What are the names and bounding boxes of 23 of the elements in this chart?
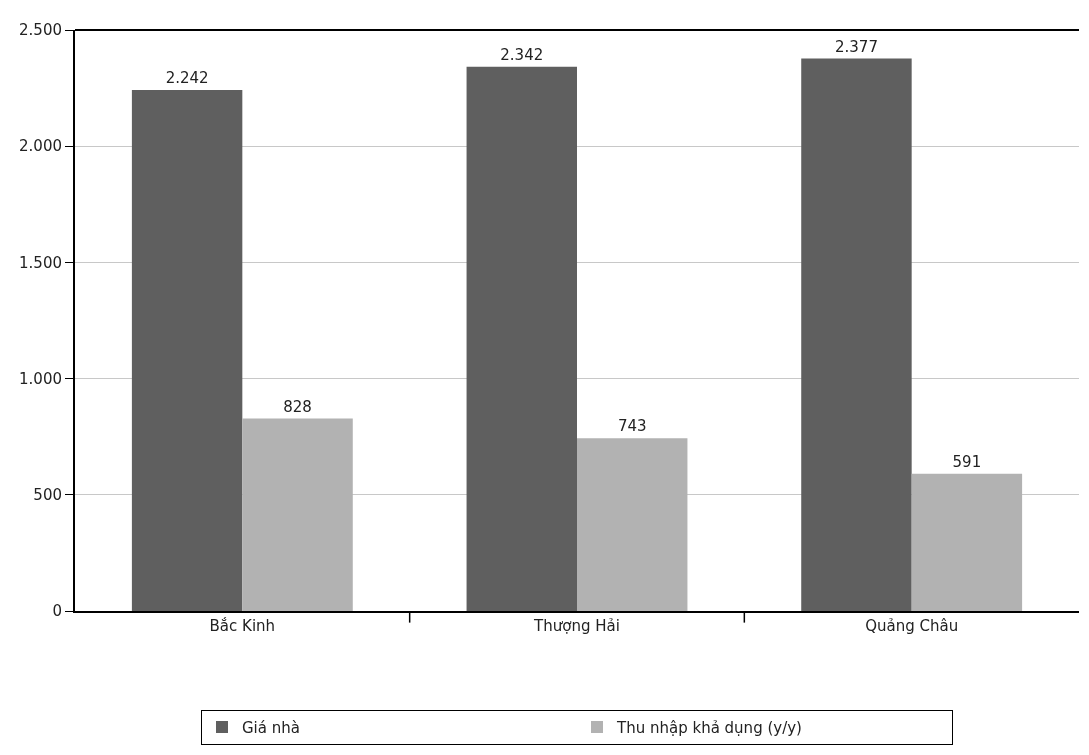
bar (131, 89, 243, 611)
bar (801, 58, 912, 611)
y-tick-label: 1.500 (19, 253, 62, 272)
bar (466, 66, 577, 611)
y-tick-label: 1.000 (19, 369, 62, 388)
y-tick-label: 2.500 (19, 21, 62, 40)
y-tick-label: 0 (52, 602, 62, 621)
data-label: 2.377 (834, 37, 878, 56)
data-label: 2.242 (165, 68, 209, 87)
legend-label: Thu nhập khả dụng (y/y) (616, 718, 802, 737)
y-tick-label: 500 (33, 486, 62, 505)
data-label: 828 (283, 397, 312, 416)
x-tick-label: Bắc Kinh (209, 617, 276, 635)
data-label: 591 (952, 452, 982, 471)
bar (911, 473, 1023, 611)
data-label: 2.342 (500, 45, 544, 64)
x-tick-label: Quảng Châu (865, 617, 959, 635)
legend-label: Giá nhà (242, 718, 300, 737)
y-tick-label: 2.000 (19, 137, 62, 156)
data-label: 743 (617, 417, 647, 436)
bar (242, 418, 353, 611)
bar (577, 438, 688, 611)
x-tick-label: Thượng Hải (533, 617, 620, 635)
